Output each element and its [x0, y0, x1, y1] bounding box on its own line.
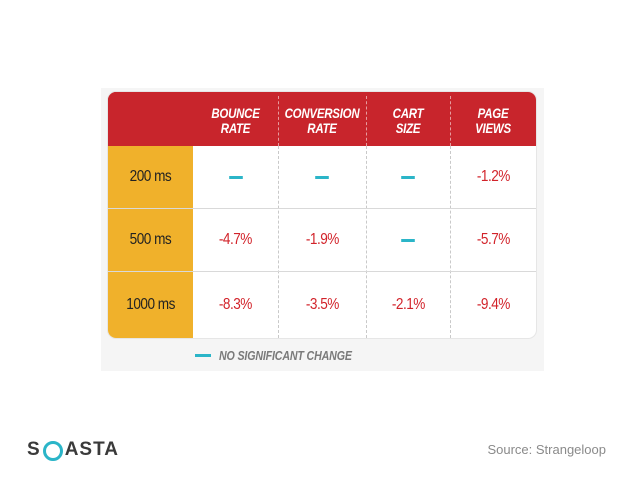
row-label-500ms: 500 ms: [108, 209, 193, 271]
row-label-1000ms: 1000 ms: [108, 272, 193, 338]
cell-500ms-conversion-rate: -1.9%: [305, 231, 339, 248]
cell-500ms-bounce-rate: -4.7%: [219, 231, 252, 248]
cell-1000ms-conversion-rate: -3.5%: [305, 296, 339, 313]
table-header: BOUNCE RATE CONVERSION RATE CART SIZE PAGE V…: [108, 92, 536, 146]
performance-impact-table: BOUNCE RATE CONVERSION RATE CART SIZE PAGE V…: [108, 92, 536, 338]
source-credit: Source: Strangeloop: [487, 442, 606, 457]
logo-o-ring: [42, 441, 63, 461]
row-divider: [108, 271, 536, 272]
soasta-logo: S ASTA: [27, 439, 119, 461]
header-separator: [450, 96, 451, 146]
no-change-marker: [401, 238, 415, 242]
cell-200ms-page-views: -1.2%: [476, 168, 510, 185]
column-header-cart-size: CART SIZE: [392, 105, 424, 136]
row-label-200ms: 200 ms: [108, 146, 193, 208]
column-header-page-views: PAGE VIEWS: [475, 105, 511, 136]
legend-text: NO SIGNIFICANT CHANGE: [219, 348, 352, 363]
cell-1000ms-bounce-rate: -8.3%: [219, 296, 252, 313]
column-separator: [450, 146, 451, 338]
row-divider: [108, 208, 536, 209]
column-separator: [366, 146, 367, 338]
column-separator: [278, 146, 279, 338]
column-header-bounce-rate: BOUNCE RATE: [211, 105, 260, 136]
cell-500ms-cart-size: [366, 209, 450, 271]
header-corner: [108, 92, 193, 146]
no-change-marker: [401, 175, 415, 179]
cell-500ms-page-views: -5.7%: [476, 231, 510, 248]
no-change-marker: [228, 175, 243, 179]
cell-200ms-cart-size: [366, 146, 450, 208]
header-separator: [278, 96, 279, 146]
cell-1000ms-page-views: -9.4%: [476, 296, 510, 313]
cell-200ms-bounce-rate: [193, 146, 278, 208]
header-separator: [366, 96, 367, 146]
column-header-conversion-rate: CONVERSION RATE: [284, 105, 360, 136]
no-change-marker: [315, 175, 329, 179]
table-legend: NO SIGNIFICANT CHANGE: [195, 348, 381, 363]
cell-200ms-conversion-rate: [278, 146, 366, 208]
no-change-legend-marker: [195, 354, 211, 357]
cell-1000ms-cart-size: -2.1%: [391, 296, 425, 313]
